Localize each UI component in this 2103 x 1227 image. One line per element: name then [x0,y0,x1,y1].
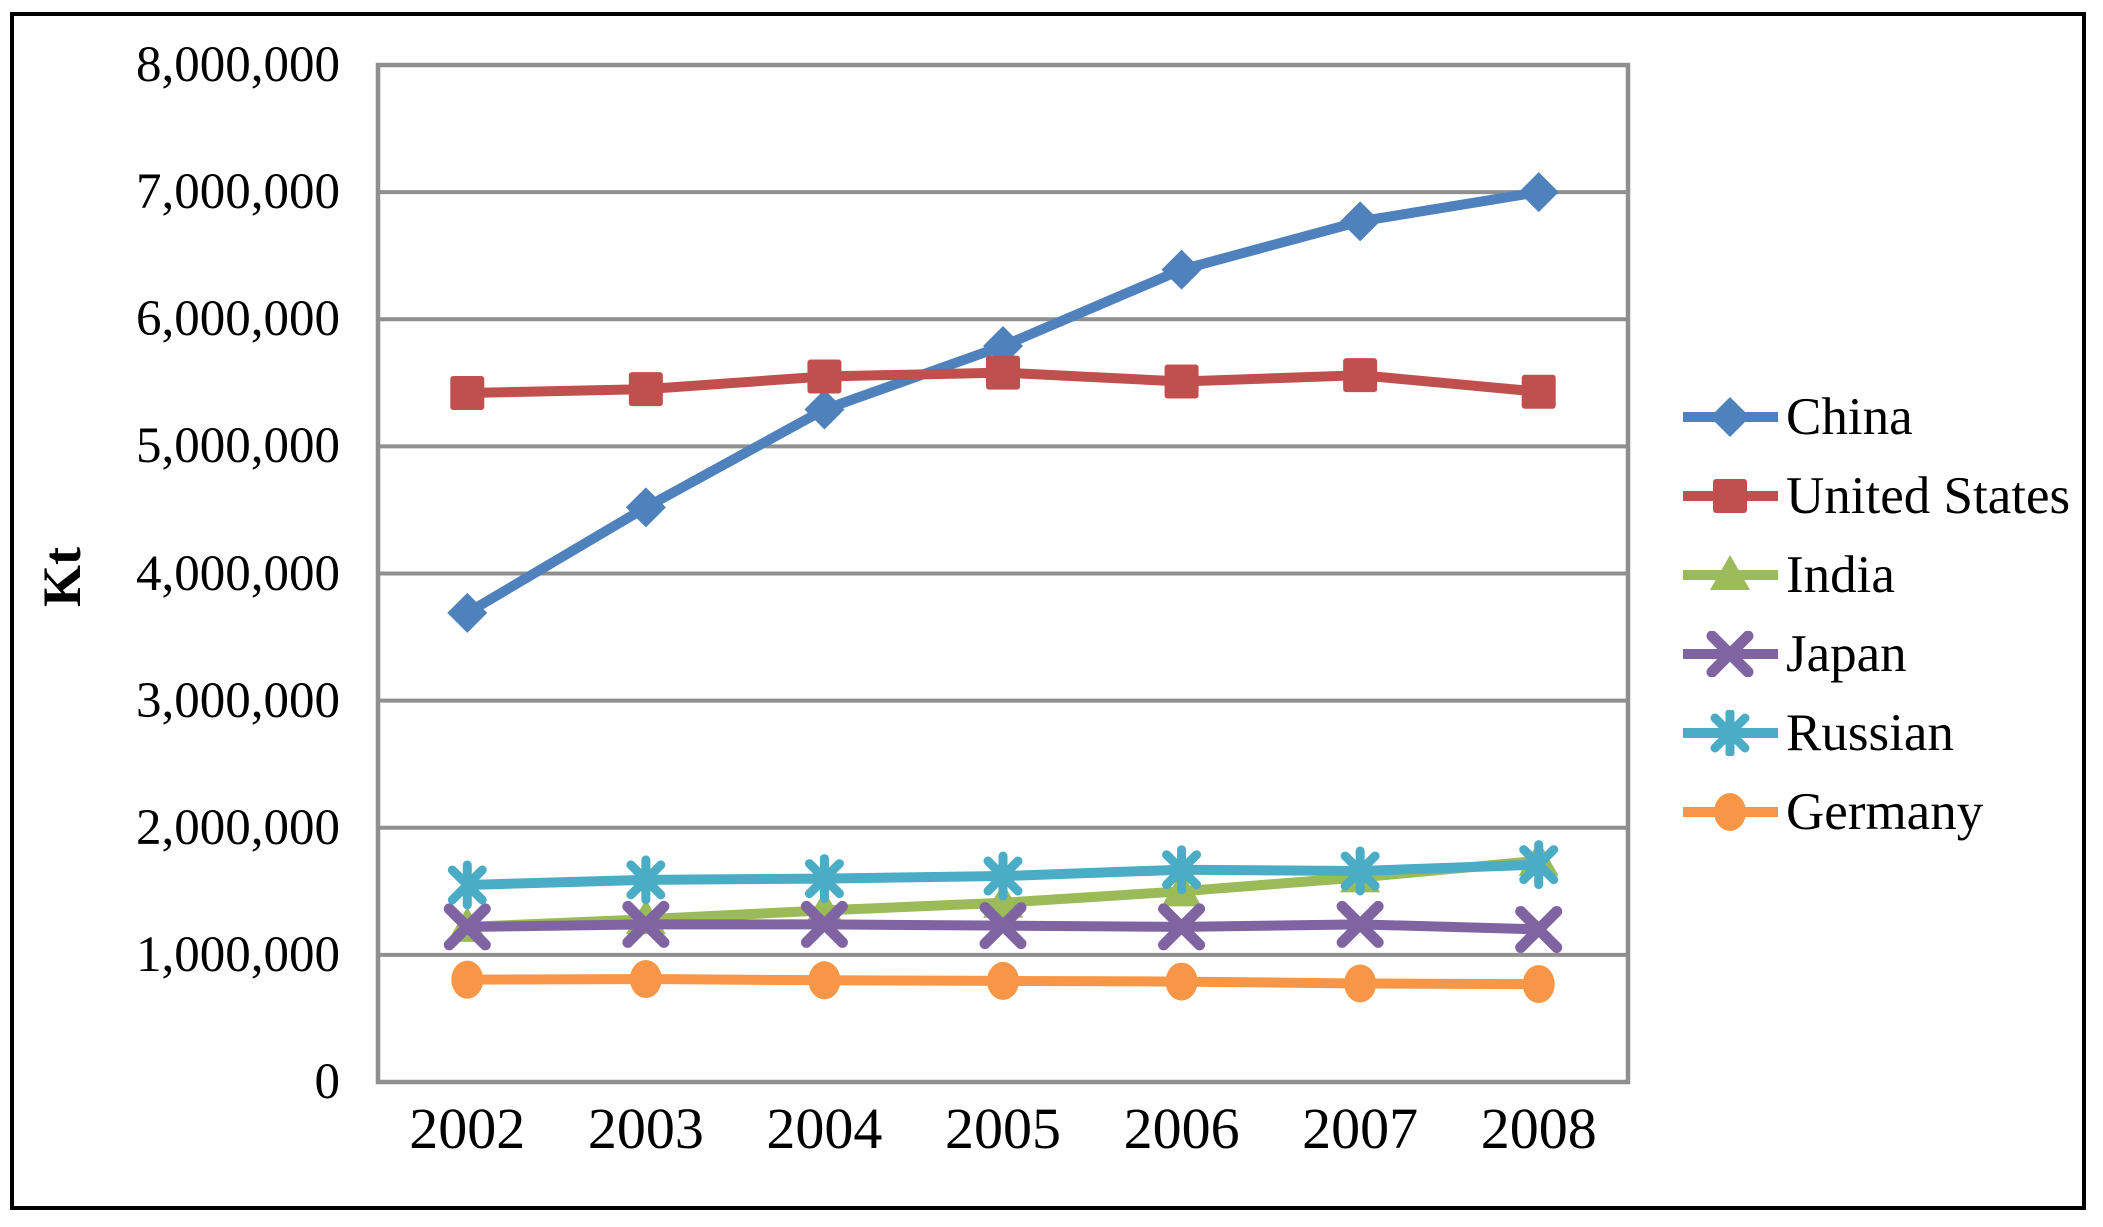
y-tick-label: 3,000,000 [136,672,340,729]
legend-marker-russian-icon [1683,709,1778,756]
marker-russian-2006 [1162,845,1202,895]
x-tick-label: 2007 [1302,1096,1419,1161]
marker-russian-2004 [804,854,844,904]
y-tick-label: 8,000,000 [136,37,340,93]
marker-united-states-2004 [807,359,842,394]
marker-japan-2004 [800,900,848,948]
marker-germany-2006 [1165,962,1198,1001]
legend-marker-united-states-icon [1683,478,1778,513]
marker-united-states-2002 [450,375,485,410]
legend-label-united-states: United States [1786,466,2071,525]
axis-frame [375,62,1631,1085]
x-tick-label: 2004 [766,1096,883,1161]
legend-item-japan: Japan [1683,614,2070,693]
marker-germany-2004 [808,961,841,1000]
marker-japan-2005 [979,902,1027,950]
marker-germany-2008 [1522,965,1555,1004]
x-tick-label: 2002 [409,1096,526,1161]
marker-russian-2003 [626,855,666,905]
marker-china-2002 [447,592,488,633]
marker-china-2004 [804,389,845,430]
marker-china-2007 [1340,201,1381,242]
legend-sample-marker [1710,396,1750,437]
legend-sample-marker [1710,709,1750,756]
marker-japan-2008 [1515,905,1563,953]
legend-sample-marker [1710,554,1750,590]
legend: China United States India Japan Russian Germa… [1683,377,2070,851]
x-tick-label: 2006 [1123,1096,1240,1161]
y-tick-label: 6,000,000 [136,291,340,348]
x-tick-label: 2005 [945,1096,1061,1161]
series-line-china [462,187,1544,618]
y-axis-title: Kt [32,547,92,607]
x-tick-label: 2008 [1480,1096,1597,1161]
legend-item-china: China [1683,377,2070,456]
legend-marker-india-icon [1683,554,1778,590]
legend-label-germany: Germany [1786,782,1984,841]
marker-germany-2005 [987,961,1019,1000]
y-tick-label: 2,000,000 [136,799,340,856]
marker-japan-2007 [1336,900,1384,948]
y-tick-label: 1,000,000 [136,926,340,983]
y-tick-label: 0 [314,1054,341,1110]
marker-russian-2005 [983,851,1023,901]
legend-label-china: China [1786,387,1913,446]
marker-united-states-2007 [1343,358,1378,393]
legend-marker-japan-icon [1683,630,1778,677]
y-tick-label: 4,000,000 [136,545,340,602]
legend-label-japan: Japan [1786,624,1907,683]
marker-russian-2002 [447,860,487,910]
marker-united-states-2003 [628,372,663,407]
legend-marker-china-icon [1683,396,1778,437]
legend-sample-marker [1714,792,1746,831]
legend-marker-germany-icon [1683,792,1778,831]
legend-sample-marker [1706,630,1754,677]
marker-germany-2003 [629,960,662,999]
marker-russian-2008 [1519,840,1559,890]
marker-japan-2006 [1158,903,1206,951]
legend-item-united-states: United States [1683,456,2070,535]
marker-japan-2002 [443,903,491,951]
marker-japan-2003 [622,900,670,948]
x-tick-label: 2003 [587,1096,704,1161]
marker-china-2008 [1518,172,1559,213]
marker-china-2003 [625,487,666,528]
legend-label-russian: Russian [1786,703,1954,762]
marker-russian-2007 [1340,846,1380,896]
legend-label-india: India [1786,545,1895,604]
marker-united-states-2005 [986,355,1020,390]
legend-item-germany: Germany [1683,772,2070,851]
marker-united-states-2006 [1164,364,1199,399]
marker-germany-2007 [1344,964,1377,1003]
legend-item-russian: Russian [1683,693,2070,772]
marker-china-2006 [1161,249,1202,290]
legend-sample-marker [1713,478,1747,513]
legend-item-india: India [1683,535,2070,614]
marker-germany-2002 [451,960,484,999]
marker-united-states-2008 [1521,374,1556,409]
y-tick-label: 5,000,000 [136,418,340,475]
y-tick-label: 7,000,000 [136,164,340,221]
